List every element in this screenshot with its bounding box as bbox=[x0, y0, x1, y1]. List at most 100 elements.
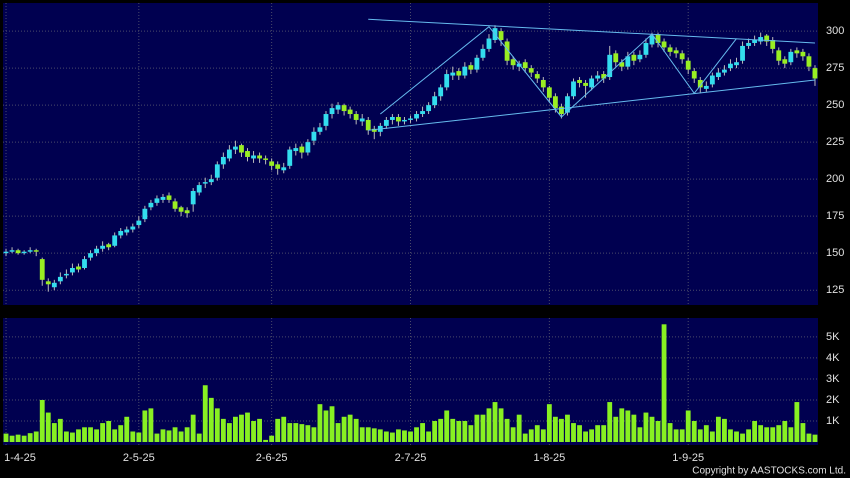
candle-body bbox=[70, 267, 75, 273]
candle-body bbox=[323, 114, 329, 126]
volume-bar bbox=[764, 427, 770, 442]
candle-body bbox=[438, 87, 444, 97]
volume-bar bbox=[528, 429, 534, 442]
candle-body bbox=[697, 79, 703, 88]
volume-bar bbox=[142, 410, 148, 442]
candle-body bbox=[269, 161, 275, 166]
volume-bar bbox=[220, 418, 226, 442]
volume-bar bbox=[661, 324, 667, 442]
volume-bar bbox=[456, 420, 462, 442]
candle-body bbox=[607, 54, 613, 78]
volume-bar bbox=[269, 435, 275, 442]
candle-body bbox=[649, 35, 655, 45]
candle-body bbox=[3, 251, 9, 254]
volume-bar bbox=[190, 414, 196, 442]
candle-body bbox=[552, 96, 558, 109]
candle-body bbox=[39, 259, 45, 280]
candle-body bbox=[257, 155, 262, 159]
candle-body bbox=[420, 111, 425, 115]
candle-body bbox=[444, 74, 450, 88]
volume-bar bbox=[202, 385, 208, 442]
candle-body bbox=[450, 72, 456, 76]
candle-body bbox=[715, 72, 721, 78]
candle-body bbox=[112, 235, 118, 246]
candle-body bbox=[190, 191, 196, 205]
candle-body bbox=[655, 34, 661, 43]
volume-bar bbox=[685, 410, 691, 442]
volume-bar bbox=[734, 431, 739, 442]
candle-body bbox=[196, 185, 202, 193]
y-tick-label: 250 bbox=[826, 99, 844, 111]
volume-bar bbox=[245, 412, 250, 442]
volume-bar bbox=[287, 423, 293, 442]
trendline bbox=[368, 18, 816, 44]
volume-bar bbox=[474, 414, 480, 442]
volume-bar bbox=[130, 431, 136, 442]
volume-bar bbox=[371, 428, 377, 442]
volume-bar bbox=[806, 433, 812, 442]
volume-bar bbox=[595, 425, 601, 442]
volume-bar bbox=[160, 429, 166, 442]
candle-body bbox=[281, 167, 287, 171]
candle-body bbox=[160, 196, 166, 200]
candle-body bbox=[673, 50, 679, 54]
volume-bar bbox=[625, 410, 631, 442]
volume-bar bbox=[184, 427, 190, 442]
candle-body bbox=[82, 259, 87, 268]
candle-body bbox=[691, 71, 697, 79]
volume-bar bbox=[408, 431, 413, 442]
candle-body bbox=[263, 158, 269, 160]
candle-body bbox=[178, 207, 184, 212]
volume-bar bbox=[571, 423, 576, 442]
candle-body bbox=[293, 148, 299, 152]
volume-bar bbox=[546, 404, 552, 442]
volume-bar bbox=[70, 432, 75, 442]
candle-body bbox=[383, 119, 389, 126]
y-tick-label: 200 bbox=[826, 173, 844, 185]
candle-body bbox=[21, 251, 27, 254]
volume-bar bbox=[299, 424, 305, 442]
volume-bar bbox=[88, 427, 93, 442]
candle-body bbox=[432, 96, 438, 106]
candle-body bbox=[589, 78, 595, 88]
volume-bar bbox=[788, 427, 794, 442]
candle-body bbox=[522, 62, 528, 69]
candle-body bbox=[703, 85, 709, 89]
candle-body bbox=[347, 109, 353, 115]
candle-body bbox=[402, 119, 407, 122]
volume-bar bbox=[746, 429, 751, 442]
candle-body bbox=[341, 105, 347, 112]
volume-bar bbox=[601, 425, 607, 442]
candle-body bbox=[15, 250, 21, 254]
volume-bar bbox=[3, 433, 9, 442]
volume-bar bbox=[148, 408, 154, 442]
volume-bar bbox=[510, 427, 516, 442]
candle-body bbox=[637, 54, 643, 60]
volume-bar bbox=[365, 427, 371, 442]
volume-bar bbox=[794, 402, 800, 442]
volume-tick-label: 5K bbox=[826, 331, 840, 343]
volume-bar bbox=[196, 433, 202, 442]
volume-bar bbox=[402, 430, 407, 442]
volume-bar bbox=[691, 420, 697, 442]
volume-bar bbox=[275, 418, 281, 442]
volume-tick-label: 2K bbox=[826, 394, 840, 406]
volume-bar bbox=[426, 431, 432, 442]
volume-bar bbox=[383, 431, 389, 442]
volume-bar bbox=[715, 416, 721, 442]
candle-body bbox=[746, 42, 751, 46]
volume-bar bbox=[740, 433, 745, 442]
volume-bar bbox=[637, 427, 643, 442]
volume-bar bbox=[82, 427, 87, 442]
volume-bar bbox=[565, 414, 570, 442]
volume-bar bbox=[9, 435, 15, 442]
candle-body bbox=[528, 68, 534, 73]
candle-body bbox=[148, 202, 154, 208]
candle-body bbox=[172, 201, 178, 209]
candle-body bbox=[788, 51, 794, 63]
candle-body bbox=[613, 53, 619, 63]
candle-body bbox=[782, 59, 788, 64]
candle-body bbox=[33, 250, 39, 252]
volume-bar bbox=[752, 420, 758, 442]
candle-body bbox=[486, 38, 492, 49]
